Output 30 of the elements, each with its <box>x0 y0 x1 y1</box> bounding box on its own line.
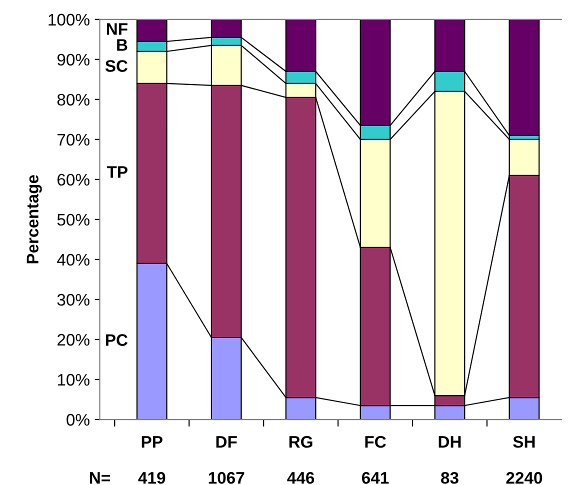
text: N= <box>90 472 110 484</box>
y-tick-label: 80% <box>57 94 90 106</box>
text: 446 <box>287 472 314 484</box>
text: 83 <box>441 472 458 484</box>
y-tick-label: 20% <box>58 334 90 346</box>
y-tick-label: 60% <box>58 174 90 186</box>
y-tick-label: 30% <box>57 294 90 306</box>
x-tick-label: FC <box>365 436 386 448</box>
x-tick-label: DH <box>438 436 461 448</box>
y-tick-label: 70% <box>58 134 90 146</box>
text: 2240 <box>506 472 542 484</box>
y-tick-label: 40% <box>57 254 90 266</box>
text: 641 <box>362 472 389 484</box>
x-tick-label: SH <box>513 436 535 448</box>
y-tick-label: 10% <box>58 374 90 386</box>
legend-label: B <box>117 39 128 51</box>
legend-label: NF <box>106 23 128 35</box>
series-label: TP <box>106 166 128 178</box>
text: 419 <box>138 472 166 484</box>
y-tick-label: 90% <box>57 54 90 66</box>
series-label: PC <box>106 334 128 346</box>
x-tick-label: DF <box>216 436 237 448</box>
y-tick-label: 50% <box>57 214 90 226</box>
x-tick-label: PP <box>142 436 162 448</box>
series-label: SC <box>105 60 128 72</box>
y-tick-label: 100% <box>48 14 90 26</box>
y-tick-label: 0% <box>66 414 90 426</box>
y-axis-title: Percentage <box>26 175 42 264</box>
x-tick-label: RG <box>289 436 312 448</box>
text: 1067 <box>208 472 244 484</box>
